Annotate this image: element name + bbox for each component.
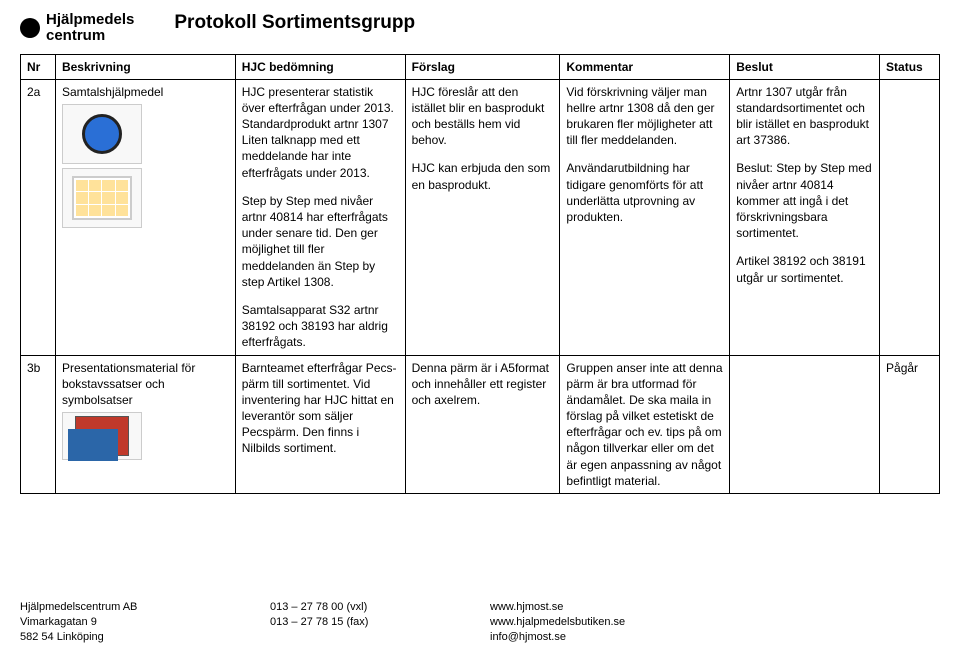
beskrivning-text: Samtalshjälpmedel: [62, 84, 229, 100]
col-nr: Nr: [21, 54, 56, 79]
beslut-block1: Artnr 1307 utgår från standardsortimente…: [736, 84, 873, 149]
cell-kommentar: Gruppen anser inte att denna pärm är bra…: [560, 355, 730, 494]
cell-forslag: Denna pärm är i A5format och innehåller …: [405, 355, 560, 494]
footer-address2: 582 54 Linköping: [20, 630, 210, 645]
cell-status: [880, 79, 940, 355]
logo-text: Hjälpmedels centrum: [46, 12, 134, 44]
grid-icon: [72, 176, 132, 220]
footer-phone2: 013 – 27 78 15 (fax): [270, 615, 430, 630]
footer-web2: www.hjalpmedelsbutiken.se: [490, 615, 690, 630]
cell-kommentar: Vid förskrivning väljer man hellre artnr…: [560, 79, 730, 355]
footer-address1: Vimarkagatan 9: [20, 615, 210, 630]
col-forslag: Förslag: [405, 54, 560, 79]
footer-phone1: 013 – 27 78 00 (vxl): [270, 600, 430, 615]
col-status: Status: [880, 54, 940, 79]
col-beskrivning: Beskrivning: [55, 54, 235, 79]
beskrivning-text: Presentationsmaterial för bokstavssatser…: [62, 360, 229, 409]
footer-email: info@hjmost.se: [490, 630, 690, 645]
cell-beslut: [730, 355, 880, 494]
table-row: 3b Presentationsmaterial för bokstavssat…: [21, 355, 940, 494]
cell-nr: 3b: [21, 355, 56, 494]
bedomning-block1: HJC presenterar statistik över efterfråg…: [242, 84, 399, 181]
product-image: [62, 168, 142, 228]
button-icon: [82, 114, 122, 154]
cell-beslut: Artnr 1307 utgår från standardsortimente…: [730, 79, 880, 355]
table-header-row: Nr Beskrivning HJC bedömning Förslag Kom…: [21, 54, 940, 79]
cell-nr: 2a: [21, 79, 56, 355]
logo-line1: Hjälpmedels: [46, 12, 134, 28]
logo-line2: centrum: [46, 28, 134, 44]
forslag-block1: HJC föreslår att den istället blir en ba…: [412, 84, 554, 149]
bedomning-block2: Step by Step med nivåer artnr 40814 har …: [242, 193, 399, 290]
footer-company: Hjälpmedelscentrum AB: [20, 600, 210, 615]
folder-icon: [75, 416, 129, 456]
logo-icon: [20, 18, 40, 38]
page-title: Protokoll Sortimentsgrupp: [174, 12, 415, 34]
col-kommentar: Kommentar: [560, 54, 730, 79]
kommentar-block3: Användarutbildning har tidigare genomför…: [566, 160, 723, 225]
cell-status: Pågår: [880, 355, 940, 494]
col-beslut: Beslut: [730, 54, 880, 79]
beslut-block2: Beslut: Step by Step med nivåer artnr 40…: [736, 160, 873, 241]
bedomning-block3: Samtalsapparat S32 artnr 38192 och 38193…: [242, 302, 399, 351]
cell-beskrivning: Samtalshjälpmedel: [55, 79, 235, 355]
cell-bedomning: HJC presenterar statistik över efterfråg…: [235, 79, 405, 355]
forslag-block2: HJC kan erbjuda den som en basprodukt.: [412, 160, 554, 192]
cell-forslag: HJC föreslår att den istället blir en ba…: [405, 79, 560, 355]
table-row: 2a Samtalshjälpmedel HJC presenterar sta…: [21, 79, 940, 355]
col-bedomning: HJC bedömning: [235, 54, 405, 79]
cell-bedomning: Barnteamet efterfrågar Pecs-pärm till so…: [235, 355, 405, 494]
footer: Hjälpmedelscentrum AB Vimarkagatan 9 582…: [20, 600, 940, 645]
cell-beskrivning: Presentationsmaterial för bokstavssatser…: [55, 355, 235, 494]
footer-address: Hjälpmedelscentrum AB Vimarkagatan 9 582…: [20, 600, 210, 645]
beslut-block3: Artikel 38192 och 38191 utgår ur sortime…: [736, 253, 873, 285]
footer-web: www.hjmost.se www.hjalpmedelsbutiken.se …: [490, 600, 690, 645]
kommentar-block1: Vid förskrivning väljer man hellre artnr…: [566, 84, 723, 149]
product-image: [62, 412, 142, 460]
footer-web1: www.hjmost.se: [490, 600, 690, 615]
footer-phones: 013 – 27 78 00 (vxl) 013 – 27 78 15 (fax…: [270, 600, 430, 645]
product-image: [62, 104, 142, 164]
logo: Hjälpmedels centrum: [20, 12, 134, 44]
protocol-table: Nr Beskrivning HJC bedömning Förslag Kom…: [20, 54, 940, 495]
